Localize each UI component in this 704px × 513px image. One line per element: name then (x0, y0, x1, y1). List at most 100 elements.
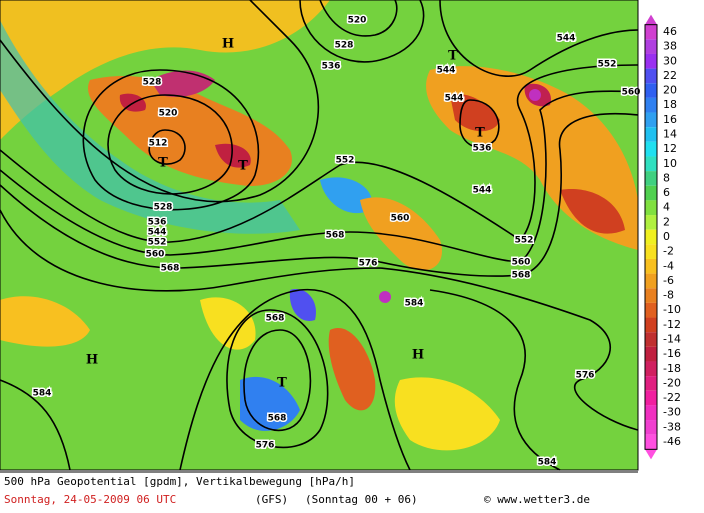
colorbar-label: -22 (663, 391, 681, 404)
contour-label: 544 (473, 186, 492, 196)
contour-label: 568 (161, 264, 180, 274)
colorbar-label: -6 (663, 274, 674, 287)
field-area (320, 177, 372, 214)
field-area (394, 377, 500, 451)
contour-label: 552 (598, 60, 617, 70)
colorbar-label: 2 (663, 215, 670, 228)
map-frame (0, 0, 639, 471)
field-area (289, 289, 316, 321)
contour-label: 528 (335, 41, 354, 51)
footer-title: 500 hPa Geopotential [gpdm], Vertikalbew… (4, 475, 355, 488)
colorbar-label: 8 (663, 171, 670, 184)
colorbar-label: 12 (663, 142, 677, 155)
colorbar-label: -4 (663, 259, 674, 272)
colorbar-swatch (645, 420, 657, 435)
pressure-center: T (238, 159, 248, 174)
colorbar-swatch (645, 332, 657, 347)
contour-label: 536 (473, 144, 492, 154)
colorbar-label: 20 (663, 84, 677, 97)
contour-label: 560 (512, 258, 531, 268)
contour-label: 560 (622, 88, 641, 98)
colorbar-swatch (645, 317, 657, 333)
map: 552 552 552 552 560 568 536 528 544 520 512 528 520 5… (0, 0, 642, 471)
colorbar-label: -14 (663, 333, 681, 346)
contour-label: 512 (149, 139, 168, 149)
colorbar-swatch (645, 288, 657, 303)
colorbar-swatch (645, 376, 657, 391)
contour-label: 568 (268, 414, 287, 424)
colorbar-swatch (645, 200, 657, 216)
contour-label: 560 (146, 250, 165, 260)
colorbar-swatch (645, 24, 657, 40)
contour-label: 544 (445, 94, 464, 104)
contour-label: 552 (148, 238, 167, 248)
colorbar-label: 10 (663, 157, 677, 170)
contour-label: 544 (148, 228, 167, 238)
colorbar-swatch (645, 346, 657, 362)
colorbar-swatch (645, 171, 657, 186)
colorbar-label: 38 (663, 40, 677, 53)
field-area (0, 20, 300, 234)
contour-label: 520 (348, 16, 367, 26)
colorbar-swatch (645, 434, 657, 450)
colorbar-swatch (645, 405, 657, 421)
contour-labels: 552 552 552 552 560 568 536 528 544 520 512 528 520 5… (31, 14, 642, 469)
colorbar-swatch (645, 361, 657, 377)
contour-label: 568 (266, 314, 285, 324)
colorbar-swatch (645, 141, 657, 157)
contour-label: 552 (336, 156, 355, 166)
field-area (360, 197, 442, 271)
footer-model: (GFS) (255, 493, 288, 506)
contour-label: 520 (159, 109, 178, 119)
field-area (150, 70, 215, 97)
colorbar: 4638302220181614121086420-2-4-6-8-10-12-… (644, 14, 681, 460)
field-area (560, 189, 625, 234)
contour-label: 584 (33, 389, 52, 399)
field-area (450, 94, 500, 132)
contour-label: 560 (391, 214, 410, 224)
colorbar-label: -18 (663, 362, 681, 375)
colorbar-swatch (645, 112, 657, 128)
colorbar-label: 22 (663, 69, 677, 82)
colorbar-frame (644, 24, 658, 450)
contour-label: 544 (437, 66, 456, 76)
contour-label: 536 (148, 218, 167, 228)
contour-label: 568 (326, 231, 345, 241)
pressure-center: H (412, 348, 424, 363)
colorbar-swatch (645, 156, 657, 172)
contour-label: 576 (359, 259, 378, 269)
pressure-center: H (86, 353, 98, 368)
colorbar-label: 6 (663, 186, 670, 199)
contours (0, 0, 639, 471)
pressure-center: H (222, 37, 234, 52)
colorbar-swatch (645, 215, 657, 230)
colorbar-label: 4 (663, 201, 670, 214)
footer-source: © www.wetter3.de (484, 493, 590, 506)
colorbar-label: -38 (663, 420, 681, 433)
colorbar-label: 16 (663, 113, 677, 126)
colorbar-swatch (645, 53, 657, 69)
contour-label: 528 (143, 78, 162, 88)
pressure-center: T (277, 376, 287, 391)
colorbar-swatch (645, 302, 657, 318)
contour-label: 544 (557, 34, 576, 44)
field-area (328, 328, 376, 411)
pressure-center: T (475, 126, 485, 141)
colorbar-label: -20 (663, 376, 681, 389)
colorbar-label: -16 (663, 347, 681, 360)
pressure-center: T (158, 156, 168, 171)
colorbar-arrow (645, 14, 657, 25)
colorbar-swatch (645, 39, 657, 54)
pressure-center: T (448, 49, 458, 64)
colorbar-swatch (645, 97, 657, 113)
colorbar-label: -2 (663, 245, 674, 258)
field-area (200, 297, 256, 350)
colorbar-swatch (645, 229, 657, 245)
field-area (240, 376, 300, 431)
colorbar-label: 0 (663, 230, 670, 243)
contour-label: 536 (322, 62, 341, 72)
contour-label: 584 (405, 299, 424, 309)
contour-label: 584 (538, 458, 557, 468)
footer-date: Sonntag, 24-05-2009 06 UTC (4, 493, 176, 506)
field-area (379, 291, 391, 303)
